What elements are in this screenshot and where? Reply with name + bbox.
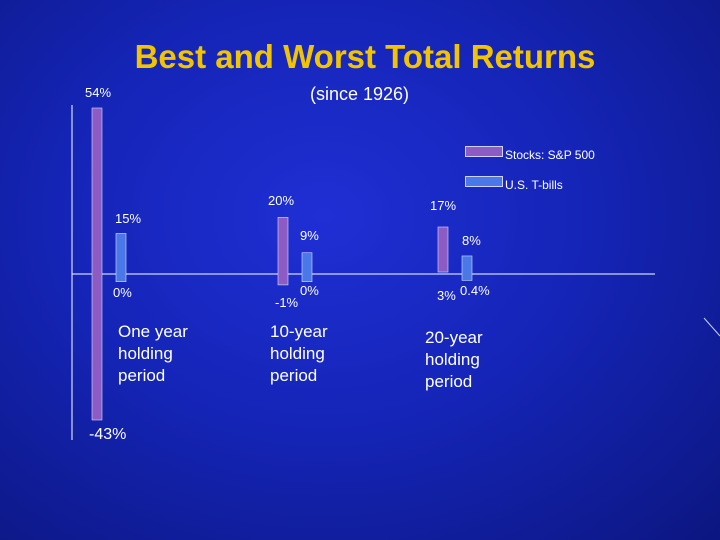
category-label-1yr: One year holding period (118, 322, 188, 385)
bar-stocks-20yr (437, 226, 449, 273)
data-label-stocks-best-10yr: 20% (268, 193, 295, 208)
data-label-tbills-best-10yr: 9% (300, 228, 319, 243)
bar-stocks-1yr (91, 107, 103, 421)
data-label-tbills-best-1yr: 15% (115, 211, 142, 226)
chart-subtitle: (since 1926) (310, 84, 410, 104)
legend-swatch-tbills (465, 176, 503, 187)
legend-label-tbills: U.S. T-bills (505, 178, 563, 192)
data-label-tbills-worst-1yr: 0% (113, 285, 132, 300)
category-label-20yr: 20-year holding period (425, 328, 483, 391)
data-label-stocks-worst-1yr: -43% (89, 426, 127, 443)
legend-label-stocks: Stocks: S&P 500 (505, 148, 595, 162)
data-label-tbills-worst-10yr: 0% (300, 283, 319, 298)
data-label-tbills-worst-20yr: 0.4% (460, 283, 490, 298)
legend-swatch-stocks (465, 146, 503, 157)
data-label-tbills-best-20yr: 8% (462, 233, 481, 248)
decorative-slash (703, 317, 720, 337)
data-label-stocks-worst-10yr: -1% (275, 295, 299, 310)
chart-title: Best and Worst Total Returns (134, 38, 596, 75)
bar-tbills-1yr (115, 233, 127, 282)
bar-tbills-10yr (301, 252, 313, 282)
bar-stocks-10yr (277, 217, 289, 286)
data-label-stocks-worst-20yr: 3% (437, 288, 456, 303)
bar-tbills-20yr (461, 255, 473, 281)
category-label-10yr: 10-year holding period (270, 322, 328, 385)
data-label-stocks-best-20yr: 17% (430, 198, 457, 213)
data-label-stocks-best-1yr: 54% (85, 85, 112, 100)
